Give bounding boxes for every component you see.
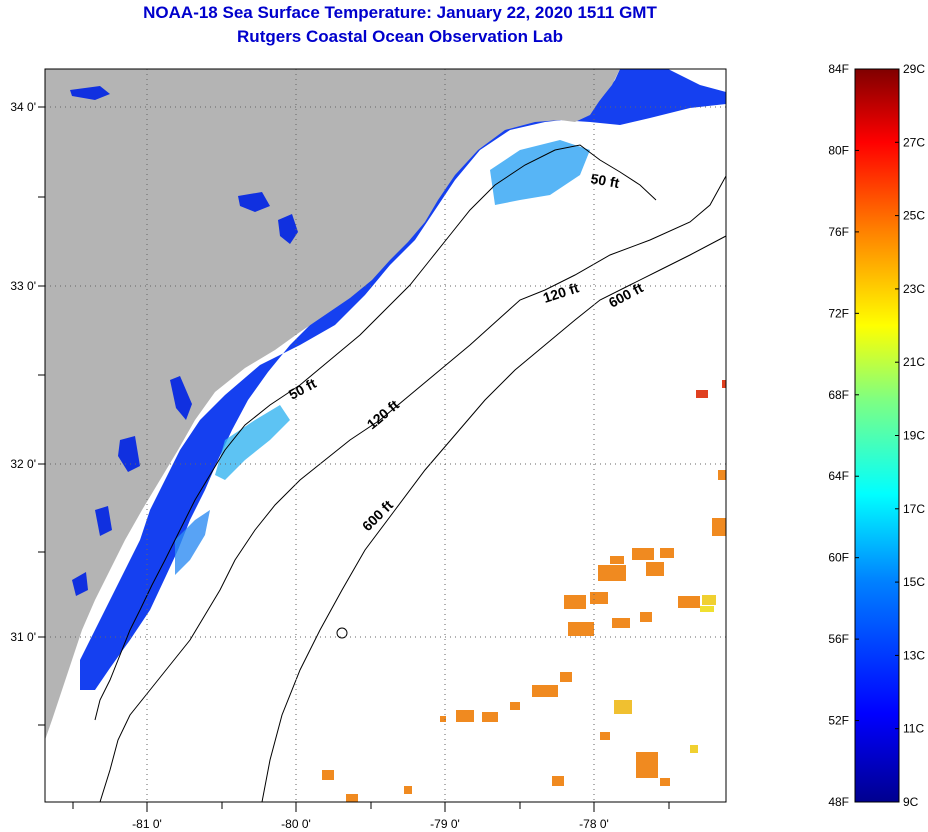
colorbar-c-ticks: 29C 27C 25C 23C 21C 19C 17C 15C 13C 11C 9C	[895, 62, 925, 809]
inland-water-8	[50, 736, 68, 750]
colorbar-c-label: 19C	[903, 429, 925, 443]
colorbar-f-label: 72F	[828, 306, 849, 320]
colorbar-c-label: 9C	[903, 795, 919, 809]
lon-tick-label: -81 0'	[132, 817, 162, 831]
inland-water-7	[72, 572, 88, 596]
colorbar-f-label: 64F	[828, 469, 849, 483]
inland-water-6	[95, 506, 112, 536]
shelf-patch-mid	[175, 510, 210, 575]
lat-tick-label: 33 0'	[10, 279, 36, 293]
lon-tick-label: -78 0'	[579, 817, 609, 831]
colorbar-f-label: 52F	[828, 714, 849, 728]
colorbar-f-label: 76F	[828, 225, 849, 239]
contour-120ft	[99, 175, 726, 802]
shelf-warm-patch-south	[215, 405, 290, 480]
axis-ticks	[38, 106, 670, 812]
inland-water-5	[118, 436, 140, 472]
colorbar-c-label: 29C	[903, 62, 925, 76]
contour-label-50ft-north: 50 ft	[589, 170, 620, 191]
colorbar-c-label: 15C	[903, 575, 925, 589]
inland-water-2	[238, 192, 270, 212]
colorbar-gradient	[854, 68, 900, 803]
colorbar-c-label: 11C	[903, 722, 924, 736]
contour-600ft	[261, 235, 726, 802]
lon-tick-label: -79 0'	[430, 817, 460, 831]
colorbar-f-label: 68F	[828, 388, 849, 402]
lon-tick-label: -80 0'	[281, 817, 311, 831]
inland-water-1	[70, 86, 110, 100]
lat-tick-label: 32 0'	[10, 457, 36, 471]
colorbar-c-label: 21C	[903, 355, 925, 369]
inland-water-3	[278, 214, 298, 244]
map-frame	[44, 68, 727, 803]
map-subtitle: Rutgers Coastal Ocean Observation Lab	[237, 27, 563, 46]
colorbar-c-label: 17C	[903, 502, 925, 516]
inland-water-4	[170, 376, 192, 420]
colorbar-f-label: 80F	[828, 143, 849, 157]
small-contour-loop	[336, 627, 348, 639]
colorbar-f-label: 60F	[828, 551, 849, 565]
colorbar-c-label: 27C	[903, 135, 925, 149]
colorbar-c-label: 23C	[903, 282, 925, 296]
graticule-grid	[45, 69, 726, 802]
colorbar-f-label: 48F	[828, 795, 849, 809]
shelf-warm-patch-north	[490, 140, 590, 205]
lat-tick-label: 34 0'	[10, 100, 36, 114]
land-mass	[45, 69, 620, 740]
colorbar-f-label: 84F	[828, 62, 849, 76]
colorbar-f-ticks: 84F 80F 76F 72F 68F 64F 60F 56F 52F 48F	[828, 62, 859, 809]
colorbar-f-label: 56F	[828, 632, 849, 646]
colorbar-c-label: 25C	[903, 209, 925, 223]
contour-50ft	[94, 144, 657, 721]
colorbar-c-label: 13C	[903, 648, 925, 662]
map-title: NOAA-18 Sea Surface Temperature: January…	[143, 3, 657, 22]
lat-tick-label: 31 0'	[10, 630, 36, 644]
